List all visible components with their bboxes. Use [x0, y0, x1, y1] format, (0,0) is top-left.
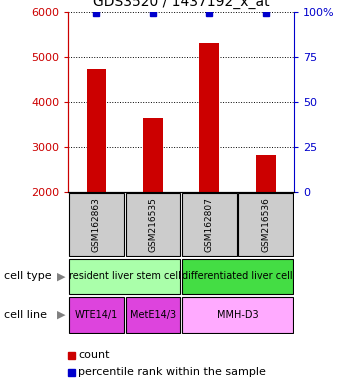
Text: cell type: cell type: [4, 271, 51, 281]
Text: percentile rank within the sample: percentile rank within the sample: [78, 367, 266, 377]
Bar: [126, 297, 180, 333]
Bar: [69, 297, 124, 333]
Text: GSM162807: GSM162807: [205, 197, 214, 252]
Text: GSM216536: GSM216536: [261, 197, 270, 252]
Bar: [86, 69, 106, 192]
Bar: [69, 259, 180, 294]
Text: MMH-D3: MMH-D3: [217, 310, 258, 320]
Bar: [143, 118, 163, 192]
Text: cell line: cell line: [4, 310, 47, 320]
Text: resident liver stem cell: resident liver stem cell: [69, 271, 181, 281]
Text: ▶: ▶: [57, 271, 65, 281]
Text: differentiated liver cell: differentiated liver cell: [182, 271, 293, 281]
Text: WTE14/1: WTE14/1: [75, 310, 118, 320]
Bar: [199, 43, 219, 192]
Bar: [68, 352, 75, 359]
Bar: [126, 193, 180, 256]
Text: GSM162863: GSM162863: [92, 197, 101, 252]
Text: MetE14/3: MetE14/3: [130, 310, 176, 320]
Bar: [256, 155, 276, 192]
Text: GSM216535: GSM216535: [148, 197, 158, 252]
Bar: [182, 193, 237, 256]
Bar: [182, 297, 293, 333]
Bar: [68, 369, 75, 376]
Bar: [69, 193, 124, 256]
Bar: [182, 259, 293, 294]
Bar: [238, 193, 293, 256]
Text: ▶: ▶: [57, 310, 65, 320]
Text: count: count: [78, 350, 110, 360]
Title: GDS3520 / 1437192_x_at: GDS3520 / 1437192_x_at: [93, 0, 270, 9]
